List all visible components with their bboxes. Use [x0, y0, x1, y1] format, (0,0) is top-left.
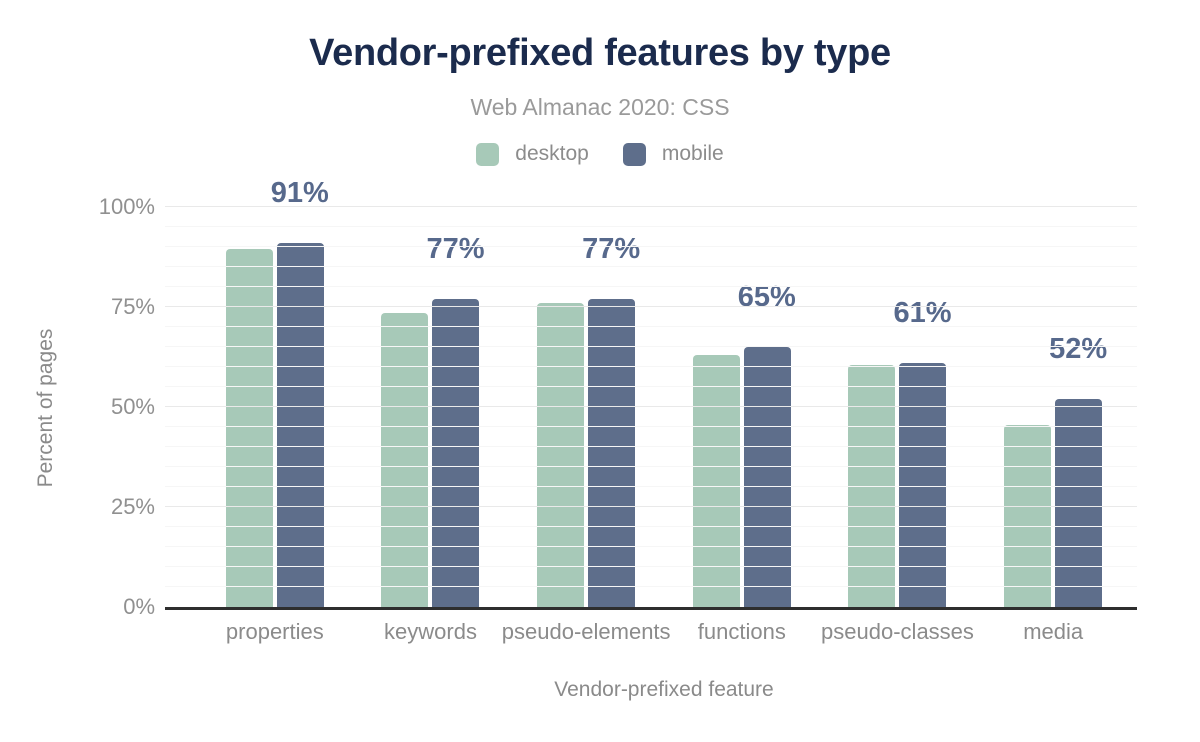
plot-area: 91% properties 77% keywords 77% pseudo-elemen… [165, 179, 1137, 643]
x-axis-title: Vendor-prefixed feature [554, 678, 774, 701]
gridline [165, 306, 1137, 307]
gridline [165, 566, 1137, 567]
gridline [165, 466, 1137, 467]
y-tick-label: 50% [110, 394, 155, 419]
gridline [165, 286, 1137, 287]
bar-mobile-pseudo-elements[interactable] [588, 299, 636, 607]
bar-desktop-media[interactable] [1004, 425, 1052, 607]
data-label-pseudo-classes: 61% [893, 297, 952, 329]
gridline [165, 206, 1137, 207]
bar-group-pseudo-elements: 77% pseudo-elements [502, 207, 671, 643]
bar-group-media: 52% media [975, 207, 1131, 643]
gridline [165, 486, 1137, 487]
bar-mobile-keywords[interactable] [432, 299, 480, 607]
y-tick-label: 0% [123, 594, 155, 619]
bar-mobile-pseudo-classes[interactable] [899, 363, 947, 607]
x-tick-label-media: media [1023, 619, 1084, 644]
gridline [165, 246, 1137, 247]
x-tick-label-pseudo-elements: pseudo-elements [501, 619, 671, 644]
gridline [165, 366, 1137, 367]
bars-band: 91% properties 77% keywords 77% pseudo-elemen… [197, 179, 1131, 643]
bar-group-properties: 91% properties [197, 179, 353, 643]
bar-mobile-functions[interactable] [743, 347, 791, 607]
x-tick-label-keywords: keywords [384, 619, 477, 644]
chart-subtitle: Web Almanac 2020: CSS [470, 94, 730, 120]
y-tick-label: 25% [110, 494, 155, 519]
gridline [165, 426, 1137, 427]
bar-desktop-pseudo-elements[interactable] [537, 303, 585, 607]
gridline [165, 406, 1137, 407]
legend-label: mobile [661, 142, 724, 165]
gridline [165, 346, 1137, 347]
gridline [165, 446, 1137, 447]
gridline [165, 506, 1137, 507]
bar-mobile-properties[interactable] [276, 243, 324, 607]
legend: desktop mobile [0, 142, 1200, 166]
gridline [165, 386, 1137, 387]
bar-desktop-functions[interactable] [692, 355, 740, 607]
legend-item-mobile[interactable]: mobile [622, 142, 724, 166]
gridline [165, 226, 1137, 227]
bar-desktop-keywords[interactable] [381, 313, 429, 607]
chart-title: Vendor-prefixed features by type [309, 32, 891, 74]
data-label-properties: 91% [270, 177, 329, 209]
x-tick-label-pseudo-classes: pseudo-classes [821, 619, 974, 644]
legend-swatch-mobile [622, 142, 646, 166]
y-tick-label: 75% [110, 294, 155, 319]
y-tick-label: 100% [98, 194, 155, 219]
data-label-media: 52% [1049, 333, 1108, 365]
data-label-pseudo-elements: 77% [582, 233, 641, 265]
legend-swatch-desktop [476, 142, 500, 166]
legend-item-desktop[interactable]: desktop [476, 142, 589, 166]
bar-desktop-properties[interactable] [225, 249, 273, 607]
gridline [165, 546, 1137, 547]
x-tick-label-properties: properties [225, 619, 324, 644]
legend-label: desktop [515, 142, 589, 165]
gridline [165, 266, 1137, 267]
data-label-keywords: 77% [426, 233, 485, 265]
gridline [165, 326, 1137, 327]
bar-group-keywords: 77% keywords [353, 207, 509, 643]
gridline [165, 526, 1137, 527]
bar-group-functions: 65% functions [664, 207, 820, 643]
x-tick-label-functions: functions [697, 619, 786, 644]
bar-mobile-media[interactable] [1055, 399, 1103, 607]
data-label-functions: 65% [737, 281, 796, 313]
bar-group-pseudo-classes: 61% pseudo-classes [820, 207, 976, 643]
gridline [165, 586, 1137, 587]
